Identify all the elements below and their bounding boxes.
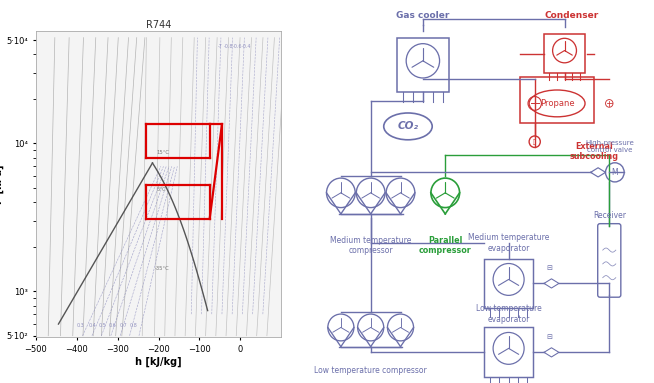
Text: Low temperature
evaporator: Low temperature evaporator [475,304,542,324]
Text: 0.5: 0.5 [99,323,107,328]
Text: 0.6: 0.6 [109,323,116,328]
Text: -35°C: -35°C [154,266,169,271]
Title: R744: R744 [146,20,171,30]
Text: -0.4: -0.4 [242,44,252,49]
Bar [397,38,449,92]
Text: Condenser: Condenser [545,11,599,20]
Text: 0.8: 0.8 [129,323,137,328]
Text: Gas cooler: Gas cooler [396,11,449,20]
Text: 15°C: 15°C [156,150,169,155]
Text: -0.6: -0.6 [233,44,243,49]
Text: Medium temperature
evaporator: Medium temperature evaporator [468,233,549,253]
Text: Propane: Propane [540,99,574,108]
Text: -7: -7 [218,44,222,49]
Text: Low temperature compressor: Low temperature compressor [315,366,427,375]
Text: M: M [611,168,618,177]
Text: CO₂: CO₂ [398,121,419,131]
Text: Parallel
compressor: Parallel compressor [419,236,472,255]
Text: Ⓐ: Ⓐ [533,139,536,144]
Text: External
subcooling: External subcooling [570,142,619,161]
Bar [485,259,533,308]
X-axis label: h [kJ/kg]: h [kJ/kg] [135,357,182,367]
Text: 0.7: 0.7 [119,323,127,328]
Text: 0.4: 0.4 [88,323,96,328]
Text: ⊟: ⊟ [547,334,553,340]
Text: Medium temperature
compressor: Medium temperature compressor [330,236,411,255]
Text: ⊟: ⊟ [547,265,553,271]
Bar [544,34,585,73]
Text: -0.8: -0.8 [224,44,233,49]
Text: 0.3: 0.3 [77,323,84,328]
Bar [520,77,594,123]
Text: Receiver: Receiver [593,211,626,220]
Text: 5°C: 5°C [156,187,166,192]
Y-axis label: P [kPa]: P [kPa] [0,164,4,204]
Bar [485,327,533,377]
Text: High-pressure
control valve: High-pressure control valve [585,140,634,153]
